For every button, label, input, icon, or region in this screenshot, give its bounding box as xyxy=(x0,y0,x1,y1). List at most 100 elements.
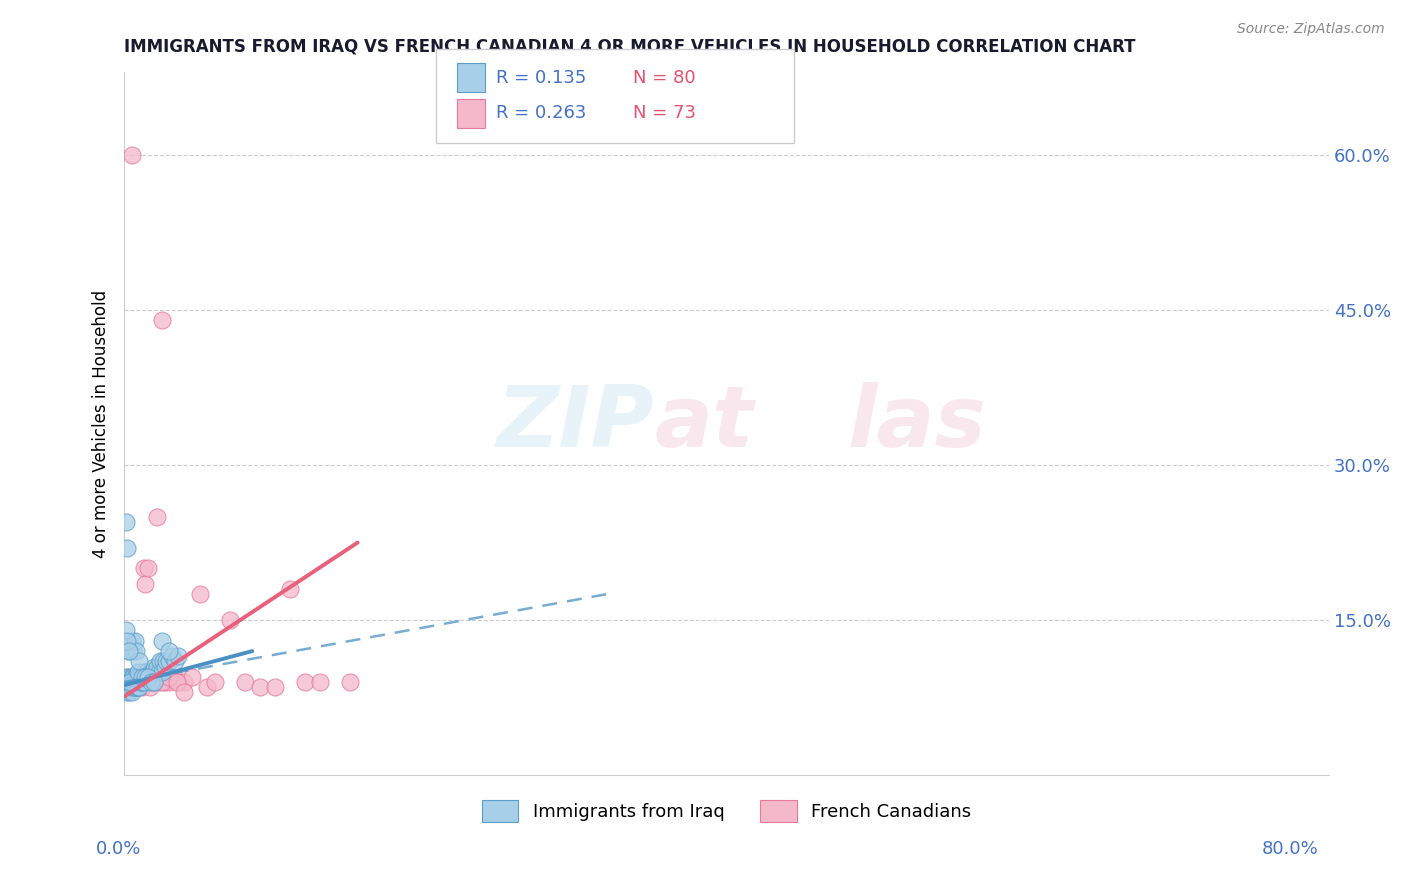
Point xyxy=(120,675,142,690)
Point xyxy=(135,670,157,684)
Point xyxy=(148,675,170,690)
Point xyxy=(128,675,150,690)
Point xyxy=(135,670,157,684)
Point xyxy=(127,665,149,679)
Point xyxy=(128,680,150,694)
Point xyxy=(122,680,145,694)
Point xyxy=(121,680,143,694)
Point xyxy=(132,675,155,690)
Point xyxy=(118,680,141,694)
Point xyxy=(146,509,169,524)
Point xyxy=(128,670,150,684)
Point xyxy=(135,675,157,690)
Point xyxy=(155,655,177,669)
Point xyxy=(142,665,165,679)
Point xyxy=(118,644,141,658)
Point xyxy=(150,313,173,327)
Point xyxy=(122,644,145,658)
Point xyxy=(125,680,148,694)
Text: IMMIGRANTS FROM IRAQ VS FRENCH CANADIAN 4 OR MORE VEHICLES IN HOUSEHOLD CORRELAT: IMMIGRANTS FROM IRAQ VS FRENCH CANADIAN … xyxy=(124,37,1136,55)
Point xyxy=(122,675,145,690)
Point xyxy=(136,675,159,690)
Point xyxy=(132,665,155,679)
Point xyxy=(124,675,146,690)
Point xyxy=(120,670,142,684)
Point xyxy=(162,649,184,664)
Point xyxy=(120,675,142,690)
Point xyxy=(149,655,172,669)
Point xyxy=(115,670,138,684)
Point xyxy=(114,680,136,694)
Text: N = 80: N = 80 xyxy=(633,69,696,87)
Point xyxy=(129,670,152,684)
Point xyxy=(165,655,187,669)
Point xyxy=(136,670,159,684)
Point xyxy=(128,655,150,669)
Point xyxy=(143,659,166,673)
Point xyxy=(167,649,190,664)
Point xyxy=(166,675,188,690)
Text: R = 0.263: R = 0.263 xyxy=(496,104,586,122)
Point xyxy=(127,680,149,694)
Text: 0.0%: 0.0% xyxy=(96,840,141,858)
Point xyxy=(118,644,141,658)
Point xyxy=(167,675,190,690)
Point xyxy=(145,670,167,684)
Point xyxy=(129,675,152,690)
Point xyxy=(157,655,180,669)
Point xyxy=(173,675,195,690)
Point xyxy=(125,644,148,658)
Point xyxy=(339,675,361,690)
Point xyxy=(142,670,165,684)
Point xyxy=(114,515,136,529)
Point xyxy=(127,675,149,690)
Point xyxy=(124,675,146,690)
Point xyxy=(125,675,148,690)
Point xyxy=(188,587,211,601)
Point xyxy=(143,675,166,690)
Point xyxy=(118,675,141,690)
Point xyxy=(122,675,145,690)
Point xyxy=(118,675,141,690)
Point xyxy=(132,561,155,575)
Point xyxy=(121,675,143,690)
Point xyxy=(124,680,146,694)
Point xyxy=(131,680,153,694)
Point xyxy=(115,670,138,684)
Point xyxy=(129,670,152,684)
Point xyxy=(249,680,271,694)
Point xyxy=(120,675,142,690)
Point xyxy=(120,675,142,690)
Point xyxy=(143,675,166,690)
Point xyxy=(129,675,152,690)
Point xyxy=(114,680,136,694)
Point xyxy=(204,675,226,690)
Point xyxy=(145,665,167,679)
Point xyxy=(131,670,153,684)
Point xyxy=(233,675,256,690)
Point xyxy=(153,659,176,673)
Point xyxy=(120,680,142,694)
Point xyxy=(114,675,136,690)
Point xyxy=(132,675,155,690)
Point xyxy=(121,148,143,162)
Point xyxy=(131,670,153,684)
Point xyxy=(128,680,150,694)
Point xyxy=(127,675,149,690)
Point xyxy=(128,675,150,690)
Point xyxy=(136,665,159,679)
Point xyxy=(127,680,149,694)
Point xyxy=(125,670,148,684)
Point xyxy=(134,675,156,690)
Point xyxy=(124,633,146,648)
Point xyxy=(125,670,148,684)
Point xyxy=(157,644,180,658)
Point xyxy=(139,670,162,684)
Point xyxy=(278,582,301,596)
Point xyxy=(121,633,143,648)
Point xyxy=(122,670,145,684)
Text: at: at xyxy=(654,382,754,465)
Point xyxy=(115,680,138,694)
Point xyxy=(131,670,153,684)
Point xyxy=(124,670,146,684)
